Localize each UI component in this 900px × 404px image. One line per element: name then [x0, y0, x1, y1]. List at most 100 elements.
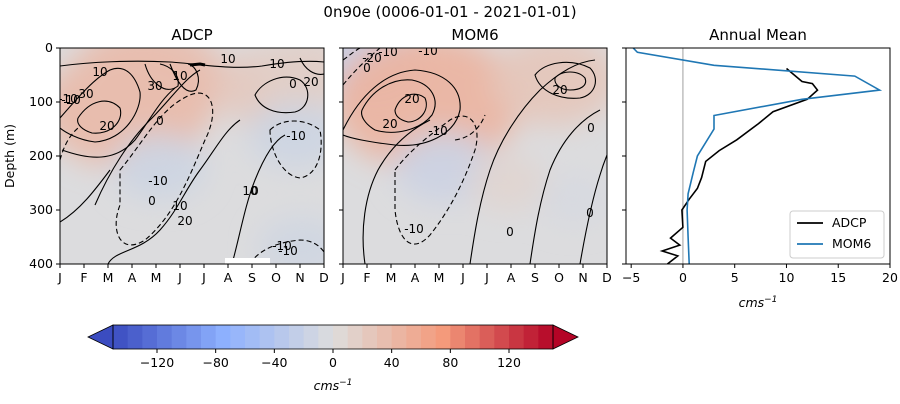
- annual-mean-xtick-label: −5: [622, 270, 640, 285]
- adcp-month-label: M: [151, 270, 162, 285]
- mom6-contour-lines: [343, 48, 607, 264]
- adcp-month-label: J: [57, 270, 62, 285]
- adcp-month-label: J: [177, 270, 182, 285]
- adcp-contour-label: 10: [172, 199, 187, 213]
- colorbar-segment: [215, 325, 231, 349]
- mom6-month-label: A: [507, 270, 516, 285]
- colorbar-segment: [435, 325, 451, 349]
- adcp-month-label: O: [271, 270, 281, 285]
- annual-mean-xtick-label: 0: [679, 270, 687, 285]
- colorbar-tick-label: 80: [442, 355, 458, 370]
- mom6-month-label: F: [363, 270, 370, 285]
- legend-mom6-label: MOM6: [832, 236, 871, 251]
- adcp-depth-label: 200: [29, 148, 53, 163]
- adcp-depth-label: 400: [29, 256, 53, 271]
- mom6-anomaly-blob: [490, 48, 607, 126]
- adcp-contour-label: 0: [289, 77, 297, 91]
- colorbar-segment: [318, 325, 334, 349]
- colorbar-tick-label: −80: [202, 355, 228, 370]
- colorbar-tick-label: 40: [384, 355, 400, 370]
- annual-mean-xlabel-unit: cms: [739, 295, 765, 310]
- mom6-month-label: M: [434, 270, 445, 285]
- adcp-month-label: A: [224, 270, 233, 285]
- adcp-depth-label: 100: [29, 94, 53, 109]
- colorbar-tick-label: −40: [261, 355, 287, 370]
- colorbar-label-unit: cms: [314, 378, 340, 393]
- colorbar-tick-label: 120: [497, 355, 521, 370]
- mom6-month-label: D: [602, 270, 612, 285]
- colorbar-segment: [113, 325, 129, 349]
- mom6-month-label: J: [484, 270, 489, 285]
- adcp-contour-label: 20: [177, 214, 192, 228]
- adcp-month-label: A: [128, 270, 137, 285]
- adcp-contour-label: 10: [242, 184, 257, 198]
- colorbar-segment: [289, 325, 305, 349]
- adcp-contour-label: 10: [172, 69, 187, 83]
- colorbar-segment: [406, 325, 422, 349]
- mom6-month-label: O: [554, 270, 564, 285]
- colorbar-segment: [347, 325, 363, 349]
- annual-mean-xtick-label: 15: [830, 270, 846, 285]
- annual-mean-xtick-label: 10: [779, 270, 795, 285]
- adcp-anomaly-blob: [258, 216, 324, 264]
- adcp-month-label: S: [248, 270, 256, 285]
- adcp-contour-label: -10: [58, 92, 78, 106]
- adcp-month-label: J: [201, 270, 206, 285]
- adcp-depth-label: 0: [45, 40, 53, 55]
- colorbar-segment: [494, 325, 510, 349]
- mom6-contour-label: 0: [506, 225, 514, 239]
- colorbar-segment: [465, 325, 481, 349]
- adcp-contour-lines: [60, 57, 324, 264]
- colorbar-label-exponent: −1: [339, 378, 352, 388]
- colorbar-segment: [391, 325, 407, 349]
- colorbar-segment: [230, 325, 246, 349]
- colorbar-tick-label: −120: [140, 355, 174, 370]
- figure-suptitle: 0n90e (0006-01-01 - 2021-01-01): [323, 3, 576, 21]
- mom6-contour-label: 0: [586, 206, 594, 220]
- mom6-month-label: J: [340, 270, 345, 285]
- adcp-contour-label: 10: [220, 52, 235, 66]
- annual-mean-panel: Annual Mean −5 0 5 10 15 20 cms−1 ADCP MOM6: [622, 26, 898, 310]
- series-mom6-line: [632, 48, 883, 264]
- adcp-contour-label: -10: [286, 129, 306, 143]
- adcp-contour-label: -10: [272, 239, 292, 253]
- colorbar-segment: [157, 325, 173, 349]
- adcp-month-label: D: [319, 270, 329, 285]
- colorbar-segment: [377, 325, 393, 349]
- colorbar-segment: [421, 325, 437, 349]
- adcp-contour-label: 0: [251, 184, 259, 198]
- colorbar: −120 −80 −40 0 40 80 120 cms−1: [87, 324, 579, 393]
- legend: ADCP MOM6: [789, 210, 885, 259]
- colorbar-segment: [171, 325, 187, 349]
- colorbar-tick-label: 0: [329, 355, 337, 370]
- colorbar-segment: [245, 325, 261, 349]
- mom6-title: MOM6: [451, 26, 498, 44]
- adcp-month-label: M: [103, 270, 114, 285]
- mom6-contour-label: -10: [428, 124, 448, 138]
- adcp-panel: ADCP: [2, 26, 329, 285]
- annual-mean-title: Annual Mean: [709, 26, 807, 44]
- adcp-contour-label: -10: [148, 174, 168, 188]
- colorbar-segment: [479, 325, 495, 349]
- adcp-anomaly-blob: [248, 101, 324, 168]
- mom6-contour-label: -10: [378, 45, 398, 59]
- mom6-contour-label: -10: [418, 44, 438, 58]
- colorbar-segment: [303, 325, 319, 349]
- adcp-ylabel: Depth (m): [2, 124, 17, 188]
- colorbar-segment: [127, 325, 143, 349]
- colorbar-segment: [201, 325, 217, 349]
- mom6-contour-label: 0: [587, 121, 595, 135]
- mom6-month-label: N: [578, 270, 587, 285]
- adcp-contour-label: 10: [92, 65, 107, 79]
- colorbar-segment: [362, 325, 378, 349]
- colorbar-segment: [523, 325, 539, 349]
- mom6-month-label: M: [386, 270, 397, 285]
- colorbar-label: cms−1: [314, 378, 353, 393]
- adcp-contour-label: 20: [303, 75, 318, 89]
- adcp-contour-label: 0: [148, 194, 156, 208]
- annual-mean-xlabel: cms−1: [739, 295, 778, 310]
